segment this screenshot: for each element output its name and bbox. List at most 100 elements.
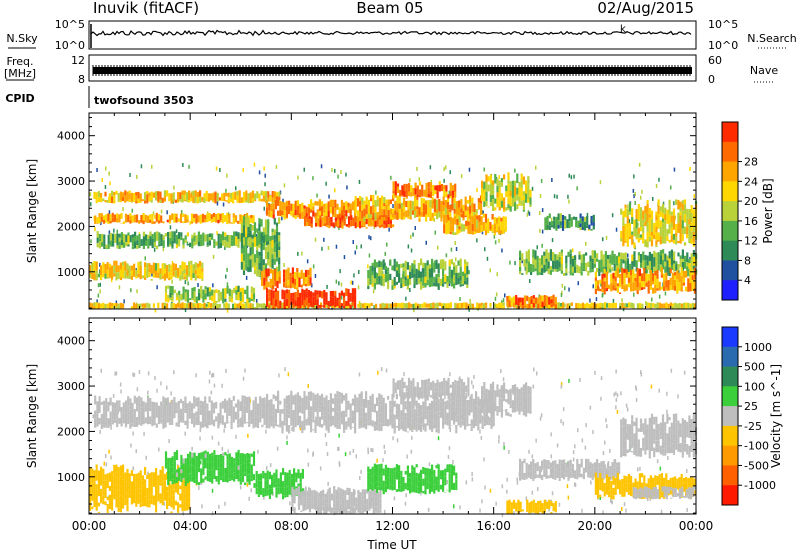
echo-cell: [190, 260, 193, 265]
echo-cell: [319, 219, 322, 223]
echo-cell: [332, 415, 335, 422]
echo-cell: [119, 269, 122, 278]
echo-cell: [417, 282, 420, 285]
echo-cell: [429, 199, 432, 208]
echo-cell: [181, 190, 184, 196]
echo-cell: [222, 295, 225, 304]
echo-cell: [197, 397, 200, 401]
echo-cell: [548, 221, 551, 226]
echo-cell: [644, 239, 647, 247]
echo-cell: [111, 488, 114, 499]
echo-cell: [350, 220, 353, 227]
speckle-cell: [199, 428, 202, 433]
echo-cell: [303, 300, 306, 307]
echo-cell: [157, 413, 161, 421]
echo-cell: [305, 395, 308, 405]
echo-cell: [139, 303, 142, 308]
echo-cell: [673, 263, 676, 272]
speckle-cell: [516, 480, 519, 485]
echo-cell: [378, 412, 381, 418]
echo-cell: [385, 204, 388, 215]
echo-cell: [398, 413, 401, 418]
echo-cell: [129, 213, 132, 217]
echo-cell: [305, 277, 308, 284]
echo-cell: [100, 265, 103, 270]
speckle-cell: [115, 371, 118, 376]
echo-cell: [427, 182, 430, 188]
echo-cell: [215, 416, 218, 422]
echo-cell: [621, 284, 624, 290]
echo-cell: [345, 210, 348, 217]
echo-cell: [460, 223, 463, 232]
speckle-cell: [484, 247, 486, 252]
echo-cell: [312, 202, 315, 207]
echo-cell: [666, 255, 669, 261]
speckle-cell: [370, 448, 372, 452]
echo-cell: [159, 191, 162, 200]
echo-cell: [89, 471, 92, 481]
echo-cell: [358, 416, 361, 425]
echo-cell: [221, 193, 224, 201]
echo-cell: [317, 218, 320, 227]
echo-cell: [318, 199, 321, 208]
echo-cell: [538, 272, 541, 275]
echo-cell: [294, 413, 297, 423]
speckle-cell: [501, 484, 504, 489]
echo-cell: [245, 251, 248, 260]
echo-cell: [228, 296, 231, 302]
echo-cell: [459, 413, 462, 422]
echo-cell: [534, 250, 537, 260]
speckle-cell: [568, 378, 570, 383]
echo-cell: [232, 217, 235, 223]
echo-cell: [219, 300, 223, 301]
echo-cell: [647, 280, 650, 285]
echo-cell: [482, 222, 485, 230]
echo-cell: [483, 423, 486, 427]
echo-cell: [186, 413, 189, 420]
echo-cell: [359, 196, 362, 201]
echo-cell: [163, 273, 166, 281]
speckle-cell: [158, 447, 160, 452]
echo-cell: [224, 240, 227, 248]
echo-cell: [413, 274, 416, 278]
echo-cell: [648, 214, 651, 218]
echo-cell: [483, 205, 486, 207]
echo-cell: [622, 217, 625, 226]
echo-cell: [392, 193, 395, 199]
echo-cell: [206, 414, 209, 418]
echo-cell: [111, 402, 114, 411]
echo-cell: [195, 217, 198, 224]
echo-cell: [594, 280, 597, 289]
echo-cell: [466, 274, 469, 278]
echo-cell: [314, 424, 317, 432]
echo-cell: [89, 192, 92, 197]
echo-cell: [248, 409, 251, 417]
echo-cell: [208, 419, 211, 426]
speckle-cell: [455, 247, 458, 251]
echo-cell: [102, 405, 106, 412]
speckle-cell: [655, 184, 658, 188]
echo-cell: [254, 419, 257, 425]
echo-cell: [376, 418, 379, 427]
nave-right-tick-high: 60: [708, 54, 722, 67]
echo-cell: [378, 401, 381, 407]
echo-cell: [232, 395, 235, 401]
speckle-cell: [564, 303, 566, 308]
echo-cell: [277, 290, 280, 299]
echo-cell: [204, 396, 207, 400]
echo-cell: [545, 258, 548, 263]
echo-cell: [125, 242, 128, 247]
echo-cell: [509, 206, 512, 212]
echo-cell: [677, 218, 680, 224]
echo-cell: [329, 199, 332, 207]
echo-cell: [659, 220, 662, 227]
echo-cell: [630, 275, 633, 283]
echo-cell: [568, 221, 571, 229]
speckle-cell: [263, 166, 265, 171]
echo-cell: [175, 292, 179, 297]
echo-cell: [471, 208, 474, 212]
speckle-cell: [556, 443, 559, 448]
echo-cell: [603, 277, 606, 282]
speckle-cell: [173, 185, 175, 190]
echo-cell: [656, 288, 659, 291]
